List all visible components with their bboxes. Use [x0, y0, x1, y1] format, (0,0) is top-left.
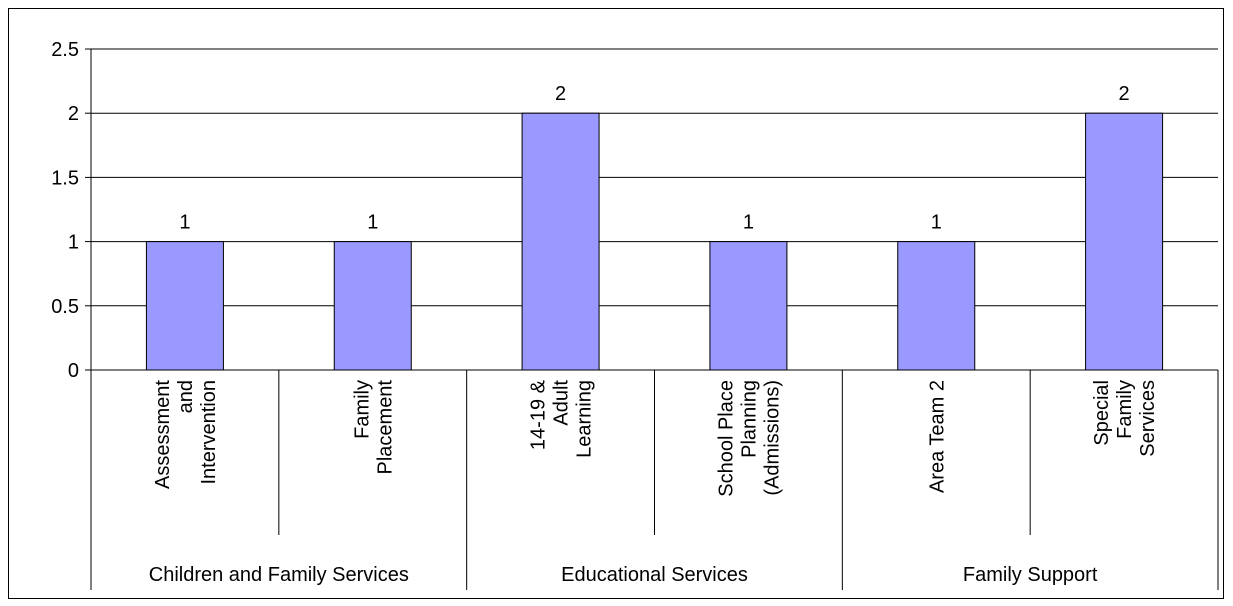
category-label: Special — [1091, 380, 1113, 446]
category-label: Intervention — [198, 380, 220, 485]
group-label: Educational Services — [561, 564, 748, 586]
bar — [145, 241, 224, 371]
y-tick-label: 1.5 — [51, 167, 79, 189]
data-label: 1 — [367, 212, 378, 234]
category-label: and — [175, 380, 197, 413]
data-label: 1 — [179, 212, 190, 234]
category-label: Services — [1137, 380, 1159, 457]
bars — [145, 112, 1164, 371]
group-label: Children and Family Services — [149, 564, 409, 586]
bar — [1085, 112, 1164, 371]
category-label: Planning — [738, 380, 760, 458]
bar — [333, 241, 412, 371]
category-label: Placement — [374, 380, 396, 475]
category-label: Family — [351, 380, 373, 439]
y-tick-label: 0.5 — [51, 296, 79, 318]
y-tick-label: 2.5 — [51, 39, 79, 61]
axes — [85, 48, 1219, 590]
category-label: Family — [1114, 380, 1136, 439]
data-label: 2 — [1119, 83, 1130, 105]
y-tick-label: 1 — [68, 232, 79, 254]
y-tick-label: 0 — [68, 360, 79, 382]
category-label: Assessment — [152, 380, 174, 489]
y-tick-label: 2 — [68, 103, 79, 125]
data-label: 1 — [743, 212, 754, 234]
bar — [709, 241, 788, 371]
category-label: Learning — [574, 380, 596, 458]
data-label: 2 — [555, 83, 566, 105]
bar — [521, 112, 600, 371]
category-label: Adult — [551, 380, 573, 426]
gridlines — [91, 48, 1218, 307]
group-label: Family Support — [963, 564, 1098, 586]
category-label: Area Team 2 — [926, 380, 948, 493]
category-label: School Place — [715, 380, 737, 497]
bar — [897, 241, 976, 371]
data-label: 1 — [931, 212, 942, 234]
category-label: (Admissions) — [761, 380, 783, 496]
category-label: 14-19 & — [528, 379, 550, 450]
labels: 0 0.5 1 1.5 2 2.5 1 1 2 1 1 2 Assessment and Intervent… — [51, 39, 1159, 586]
